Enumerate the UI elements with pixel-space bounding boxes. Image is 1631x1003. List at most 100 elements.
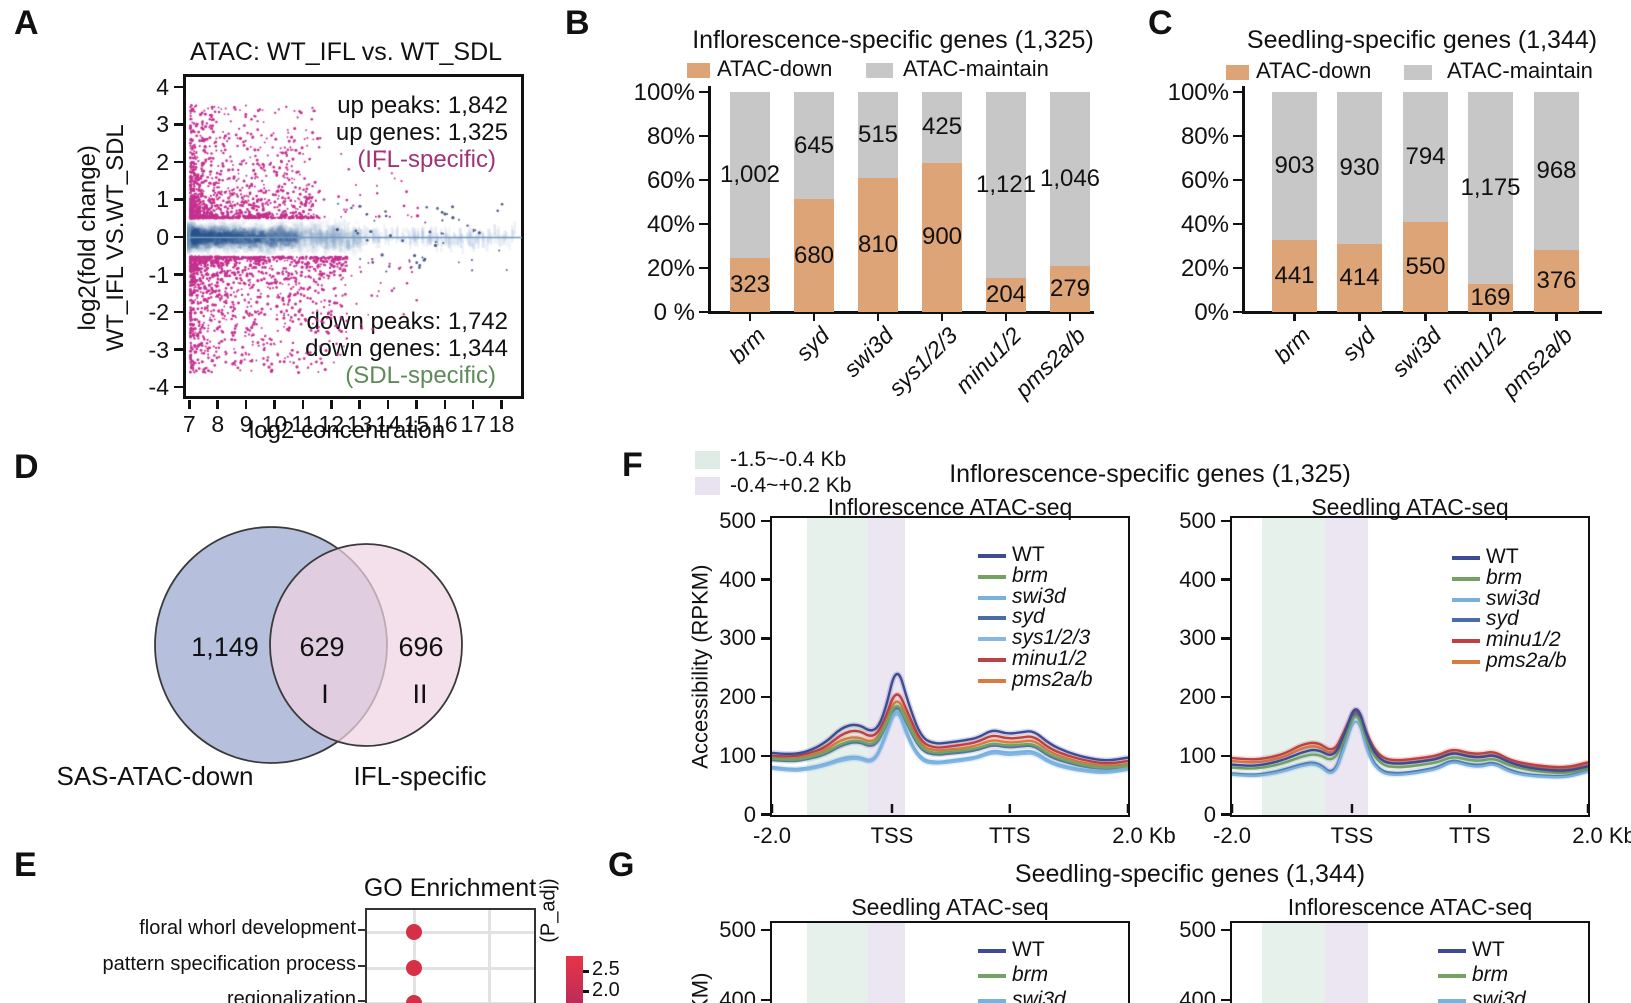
a-x-tick (330, 400, 333, 409)
profile-x-tick-label: 2.0 Kb (1572, 823, 1631, 848)
profile-plot-box (769, 920, 1130, 1003)
go-gridline-vertical (412, 910, 416, 1003)
profile-x-tick-label: TSS (1330, 823, 1374, 848)
a-x-tick (244, 400, 248, 409)
legend-label-swi3d: swi3d (1012, 584, 1066, 608)
legend-dash-pms2a/b (978, 678, 1006, 683)
a-y-tick-label: -4 (148, 374, 169, 401)
a-y-tick-label: 4 (156, 73, 169, 100)
profile-y-tick-label: 200 (719, 684, 756, 710)
bar-y-tick (699, 134, 708, 138)
profile-y-tick (1221, 519, 1230, 523)
a-x-tick (273, 400, 276, 409)
profile-x-tick-label: TTS (989, 823, 1031, 848)
go-term-label: pattern specification process (102, 953, 356, 975)
panel-f-title: Inflorescence-specific genes (1,325) (949, 460, 1351, 488)
a-x-tick-label: 8 (211, 411, 225, 437)
venn-right-numeral: II (412, 679, 428, 709)
panel-g-letter: G (608, 846, 635, 884)
legend-swatch-atac-maintain (866, 63, 893, 78)
bar-value-down: 680 (793, 241, 835, 269)
bar-segment-down (730, 258, 770, 312)
profile-plot-box (769, 515, 1130, 817)
profile-y-tick (761, 695, 770, 699)
profile-x-tick-label: -2.0 (753, 823, 791, 848)
bar-segment-down (922, 162, 962, 312)
g-left-subtitle: Seedling ATAC-seq (851, 894, 1049, 920)
bar-value-maintain: 515 (857, 120, 899, 148)
legend-swatch-atac-down (1226, 65, 1249, 80)
legend-label-WT: WT (1472, 938, 1505, 961)
ma-plot-canvas (186, 77, 522, 397)
profile-y-tick (1221, 998, 1230, 1002)
bar-segment-maintain (730, 92, 770, 259)
legend-dash-minu1/2 (978, 658, 1006, 662)
profile-y-tick (761, 754, 770, 758)
series-WT (772, 672, 1128, 762)
bar-value-down: 169 (1470, 284, 1511, 312)
bar-segment-down (1050, 265, 1090, 312)
venn-right-value: 696 (398, 632, 444, 662)
legend-dash-pms2a/b (1452, 660, 1480, 664)
go-row-tick (358, 928, 365, 932)
profile-x-tick-label: 2.0 Kb (1112, 823, 1176, 848)
bar-segment-maintain (1272, 92, 1317, 240)
a-y-tick (174, 198, 183, 201)
series-minu1/2 (772, 693, 1128, 765)
venn-right-label: IFL-specific (353, 761, 487, 791)
colorbar-axis-label: (P_adj) (537, 878, 560, 943)
F_seedling-svg (1232, 518, 1588, 815)
colorbar-tick-label: 2.0 (592, 979, 620, 1001)
series-swi3d (1232, 720, 1588, 779)
bar-value-maintain: 1,046 (1039, 164, 1101, 192)
bar-x-tick (812, 314, 816, 321)
bar-value-down: 441 (1274, 261, 1315, 289)
bar-segment-down (1337, 244, 1382, 312)
bar-value-maintain: 794 (1405, 142, 1446, 170)
venn-left-label: SAS-ATAC-down (56, 761, 254, 791)
band-swatch-tss (695, 477, 720, 495)
panel-b-letter: B (565, 4, 590, 42)
profile-y-tick (1221, 813, 1230, 816)
go-term-label: floral whorl development (139, 917, 356, 939)
a-y-tick-label: -3 (148, 336, 169, 363)
shaded-band (868, 518, 905, 815)
bar-y-tick-label: 20% (1180, 255, 1229, 282)
profile-y-tick-label: 300 (1179, 625, 1216, 651)
legend-label-atac-maintain: ATAC-maintain (1447, 58, 1593, 83)
legend-label-pms2a/b: pms2a/b (1486, 649, 1567, 672)
bar-value-maintain: 903 (1274, 151, 1315, 179)
profile-x-tick-label: TTS (1449, 823, 1491, 848)
go-gridline-horizontal (367, 930, 534, 934)
legend-label-atac-down: ATAC-down (1256, 58, 1372, 83)
bar-value-maintain: 930 (1339, 154, 1380, 182)
a-x-tick (443, 400, 447, 409)
profile-y-tick (761, 813, 770, 816)
panel-c-title: Seedling-specific genes (1,344) (1246, 26, 1598, 54)
bar-segment-maintain (858, 92, 898, 178)
series-brm (1232, 715, 1588, 775)
bar-segment-maintain (1534, 92, 1579, 251)
bar-value-maintain: 1,121 (975, 171, 1037, 199)
bar-value-maintain: 1,002 (719, 161, 781, 189)
G_inflorescence-svg (1262, 923, 1368, 1003)
bar-x-tick (748, 314, 752, 321)
profile-y-tick-label: 0 (743, 801, 756, 827)
a-x-tick-label: 7 (182, 411, 196, 437)
band-label-upstream: -1.5~-0.4 Kb (730, 448, 847, 471)
bar-x-axis (1242, 310, 1602, 314)
legend-label-WT: WT (1012, 938, 1045, 961)
legend-label-minu1/2: minu1/2 (1486, 628, 1561, 652)
a-x-tick (188, 400, 191, 409)
legend-dash-WT (978, 554, 1006, 558)
panel-e-letter: E (14, 846, 37, 884)
profile-y-tick-label: 400 (719, 987, 756, 1003)
bar-value-down: 323 (729, 271, 771, 299)
a-x-tick-label: 18 (488, 411, 515, 437)
bar-value-down: 810 (857, 230, 899, 258)
bar-x-tick (1424, 314, 1427, 321)
bar-y-tick (699, 178, 708, 182)
profile-y-tick-label: 200 (1179, 684, 1216, 710)
profile-y-tick (761, 637, 770, 640)
bar-y-tick-label: 0% (1194, 299, 1229, 326)
